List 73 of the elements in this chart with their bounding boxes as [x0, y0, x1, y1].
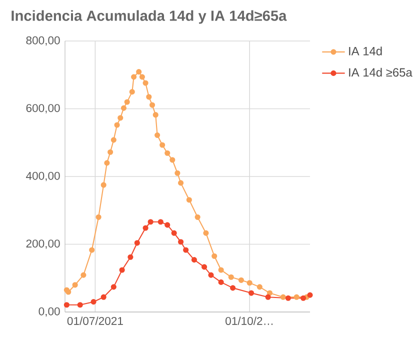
point [118, 115, 124, 121]
legend-label: IA 14d ≥65a [349, 68, 412, 77]
point [100, 294, 106, 300]
point [72, 282, 78, 288]
point [265, 294, 271, 300]
point [201, 264, 208, 270]
point [64, 302, 70, 308]
point [149, 102, 156, 108]
point [90, 299, 96, 305]
point [307, 292, 313, 298]
point [203, 230, 209, 236]
point [77, 302, 83, 308]
point [178, 239, 184, 245]
y-tick-label: 200,00 [26, 240, 60, 249]
point [160, 142, 166, 148]
point [110, 284, 116, 290]
point [174, 170, 180, 176]
point [148, 219, 154, 225]
legend-label: IA 14d [349, 46, 382, 56]
point [164, 222, 170, 228]
point [212, 253, 218, 259]
point [154, 132, 160, 138]
point [100, 182, 106, 188]
point [129, 89, 135, 95]
point [294, 294, 300, 300]
point [108, 149, 114, 155]
point [80, 272, 86, 278]
point [139, 74, 145, 80]
point [194, 214, 200, 220]
y-tick-label: 0,00 [38, 307, 60, 317]
point [131, 74, 137, 80]
point [238, 277, 244, 283]
point [186, 197, 192, 203]
point [158, 219, 164, 225]
point [142, 225, 148, 231]
point [146, 94, 152, 100]
point [124, 99, 130, 105]
y-tick-label: 400,00 [26, 172, 60, 182]
point [170, 157, 176, 163]
point [152, 112, 158, 118]
point [142, 80, 148, 86]
point [178, 180, 184, 186]
point [248, 290, 254, 296]
point [208, 272, 214, 278]
point [171, 230, 177, 236]
point [119, 267, 125, 273]
y-tick-label: 800,00 [26, 36, 60, 46]
point [285, 295, 291, 301]
point [89, 247, 95, 253]
point [266, 290, 273, 296]
point [228, 274, 234, 280]
x-tick-label: 01/10/2… [226, 316, 273, 325]
point [114, 122, 120, 128]
point [134, 240, 140, 246]
point [164, 150, 170, 156]
point [300, 295, 306, 301]
point [183, 247, 189, 253]
point [246, 280, 252, 286]
point [218, 279, 224, 285]
point [280, 294, 286, 300]
point [96, 214, 102, 220]
point [256, 284, 262, 290]
point [104, 160, 110, 166]
point [136, 69, 142, 75]
point [230, 285, 236, 291]
point [128, 254, 134, 260]
point [110, 137, 116, 143]
y-tick-label: 600,00 [26, 104, 60, 114]
chart-title: Incidencia Acumulada 14d y IA 14d≥65a [12, 10, 287, 24]
x-tick-label: 01/07/2021 [67, 316, 123, 325]
point [120, 105, 127, 111]
point [191, 257, 198, 263]
point [218, 267, 224, 273]
